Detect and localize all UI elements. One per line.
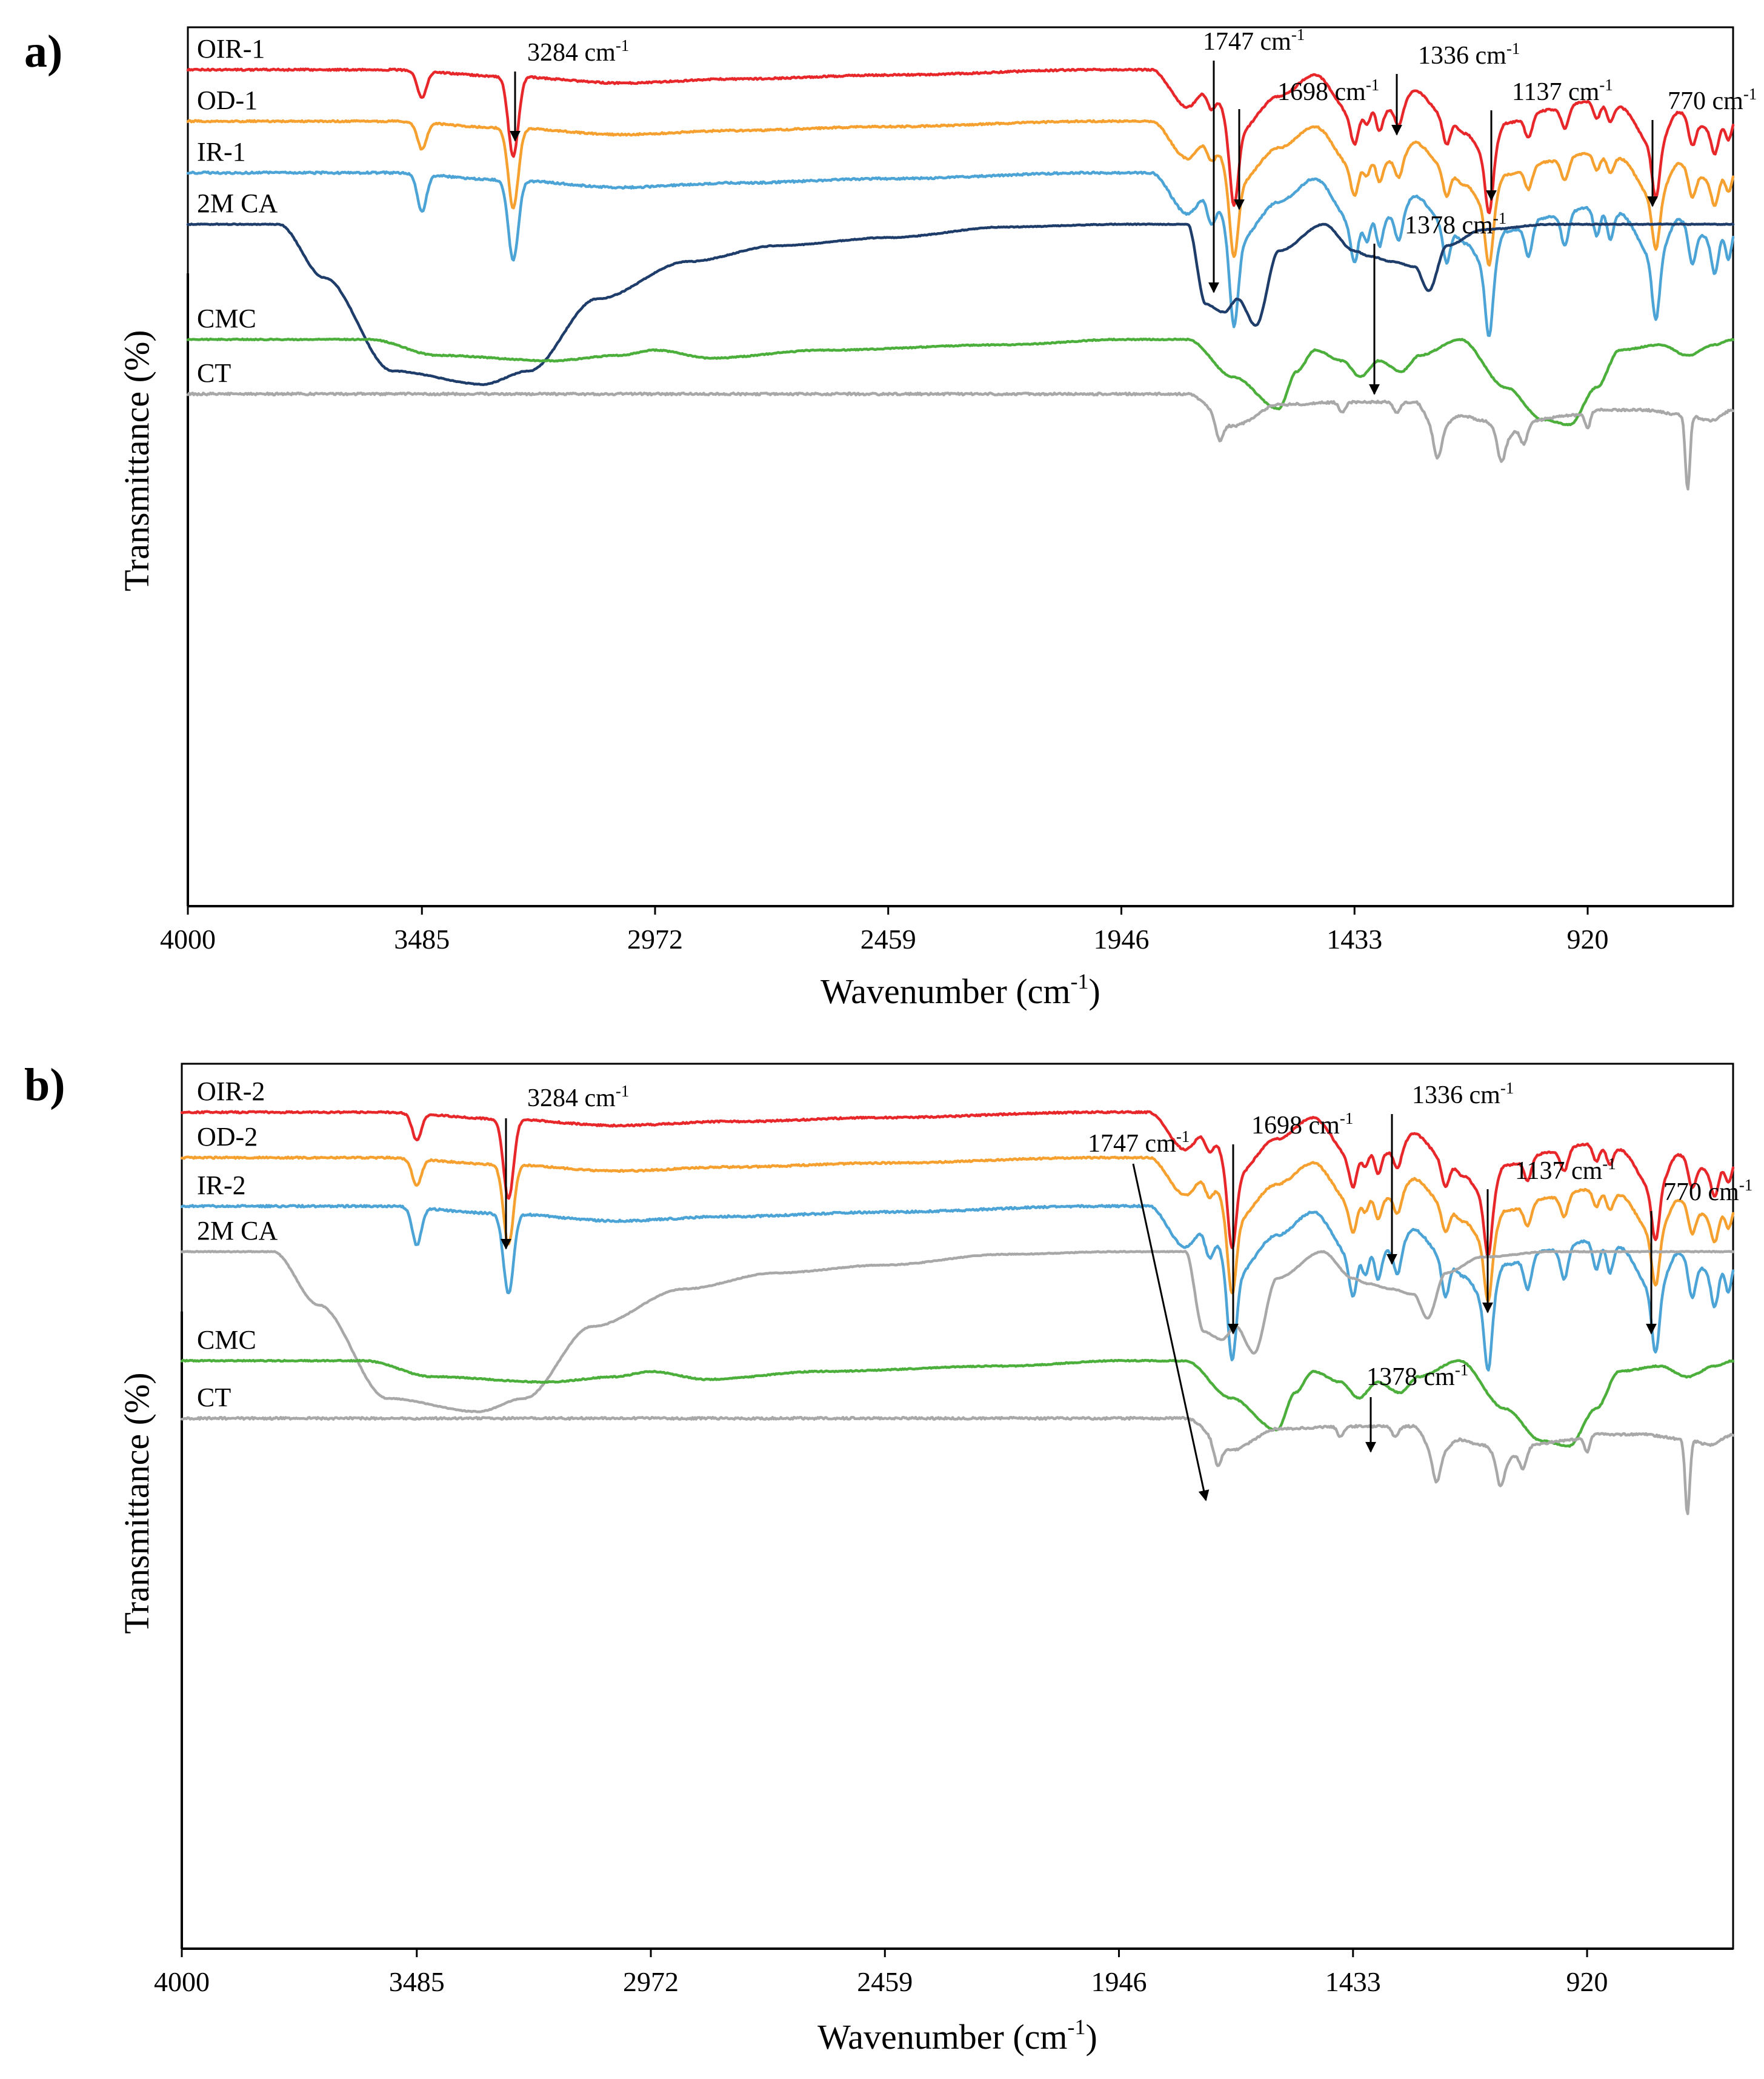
series-ir-1-label: IR-1 xyxy=(197,137,246,167)
x-tick-label: 3485 xyxy=(389,1966,445,1997)
series-ct-label: CT xyxy=(197,358,231,388)
series-od-1-label: OD-1 xyxy=(197,85,258,115)
peak-annotation-1378: 1378 cm-1 xyxy=(1405,209,1506,239)
plot-frame xyxy=(181,1063,1734,1950)
x-tick-label: 2972 xyxy=(623,1966,679,1997)
series-oir-2-line xyxy=(180,1110,1735,1258)
series-2m-ca-label: 2M CA xyxy=(197,1216,278,1246)
panel-a: a) 4000 3485 2972 2459 1946 1433 920 Wavenumber … xyxy=(24,25,1757,1011)
peak-annotation-1747: 1747 cm-1 xyxy=(1203,25,1305,56)
series-oir-2-label: OIR-2 xyxy=(197,1076,265,1106)
peak-annotation-1747: 1747 cm-1 xyxy=(1088,1127,1190,1158)
series-2m-ca-line xyxy=(186,222,1735,386)
x-tick-label: 2459 xyxy=(860,924,916,955)
x-tick-label: 920 xyxy=(1567,924,1609,955)
series-cmc-line xyxy=(180,1358,1735,1448)
peak-annotation-770: 770 cm-1 xyxy=(1668,85,1757,115)
x-tick-label: 4000 xyxy=(160,924,216,955)
series-oir-1-line xyxy=(186,67,1735,215)
x-tick-label: 2972 xyxy=(627,924,683,955)
series-ct-line xyxy=(180,1415,1735,1515)
peak-annotation-3284: 3284 cm-1 xyxy=(527,36,629,67)
peak-annotation-1336: 1336 cm-1 xyxy=(1412,1079,1514,1109)
x-tick-label: 4000 xyxy=(154,1966,210,1997)
x-tick-label: 1433 xyxy=(1325,1966,1381,1997)
y-axis-title: Transmittance (%) xyxy=(117,1372,156,1634)
panel-label: b) xyxy=(24,1060,65,1110)
peak-arrow-1747 xyxy=(1132,1163,1210,1501)
peak-annotation-1336: 1336 cm-1 xyxy=(1418,39,1520,70)
peak-annotation-770: 770 cm-1 xyxy=(1663,1176,1752,1206)
series-od-2-label: OD-2 xyxy=(197,1122,258,1152)
series-od-2-line xyxy=(180,1155,1735,1303)
panel-label: a) xyxy=(24,26,62,77)
x-axis-title: Wavenumber (cm-1) xyxy=(820,969,1100,1011)
series-cmc-label: CMC xyxy=(197,304,256,333)
x-tick-label: 1946 xyxy=(1094,924,1150,955)
x-tick-label: 2459 xyxy=(857,1966,913,1997)
peak-annotation-1137: 1137 cm-1 xyxy=(1515,1155,1616,1185)
series-cmc-label: CMC xyxy=(197,1325,256,1355)
series-2m-ca-label: 2M CA xyxy=(197,189,278,218)
x-tick-label: 920 xyxy=(1566,1966,1608,1997)
plot-frame xyxy=(187,26,1734,907)
series-ct-line xyxy=(186,391,1735,491)
peak-annotation-3284: 3284 cm-1 xyxy=(527,1082,629,1112)
series-od-1-line xyxy=(186,119,1735,267)
series-2m-ca-line xyxy=(180,1250,1735,1413)
panel-b: b) 4000 3485 2972 2459 1946 1433 920 Wavenumber … xyxy=(24,1060,1752,2057)
peak-annotation-1378: 1378 cm-1 xyxy=(1366,1361,1468,1391)
series-cmc-line xyxy=(186,337,1735,427)
x-tick-label: 1433 xyxy=(1326,924,1382,955)
x-tick-label: 3485 xyxy=(394,924,450,955)
x-axis-title: Wavenumber (cm-1) xyxy=(817,2015,1097,2057)
series-ir-2-label: IR-2 xyxy=(197,1170,246,1200)
x-tick-label: 1946 xyxy=(1091,1966,1147,1997)
series-ir-2-line xyxy=(180,1204,1735,1372)
peak-annotation-1698: 1698 cm-1 xyxy=(1251,1109,1353,1140)
series-oir-1-label: OIR-1 xyxy=(197,34,265,64)
series-ct-label: CT xyxy=(197,1383,231,1412)
y-axis-title: Transmittance (%) xyxy=(117,330,156,591)
series-ir-1-line xyxy=(186,170,1735,337)
peak-annotation-1137: 1137 cm-1 xyxy=(1512,76,1613,106)
peak-annotation-1698: 1698 cm-1 xyxy=(1277,76,1379,106)
